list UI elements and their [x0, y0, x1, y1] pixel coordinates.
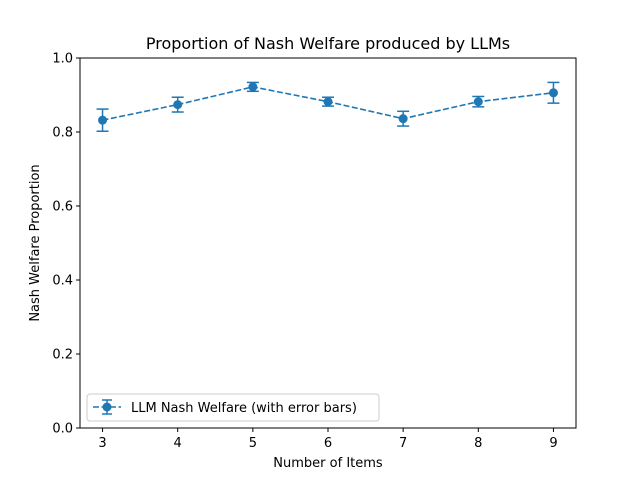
data-point	[98, 115, 108, 125]
plot-frame	[79, 57, 577, 429]
y-tick-label: 0.6	[52, 200, 73, 215]
x-axis-label: Number of Items	[273, 456, 383, 471]
plot-area	[80, 58, 576, 428]
y-tick-label: 0.0	[52, 422, 73, 437]
y-tick-label: 0.2	[52, 348, 73, 363]
data-point	[173, 100, 183, 110]
y-tick-label: 0.8	[52, 126, 73, 141]
data-point	[248, 82, 258, 92]
legend-marker	[93, 399, 121, 415]
legend-label: LLM Nash Welfare (with error bars)	[131, 401, 357, 416]
x-tick-label: 5	[249, 436, 257, 451]
y-axis: 0.0 0.2 0.4 0.6 0.8 1.0	[52, 52, 80, 437]
chart-title: Proportion of Nash Welfare produced by L…	[146, 34, 510, 53]
x-tick-label: 7	[399, 436, 407, 451]
y-axis-label: Nash Welfare Proportion	[28, 164, 43, 321]
legend-point	[102, 402, 112, 412]
y-tick-label: 0.4	[52, 274, 73, 289]
x-tick-label: 8	[474, 436, 482, 451]
legend: LLM Nash Welfare (with error bars)	[86, 393, 380, 422]
x-tick-label: 4	[174, 436, 182, 451]
data-point	[398, 114, 408, 124]
x-axis: 3 4 5 6 7 8 9	[98, 428, 558, 451]
legend-box	[86, 393, 380, 422]
x-tick-label: 9	[549, 436, 557, 451]
data-point	[323, 97, 333, 107]
data-point	[548, 88, 558, 98]
series-layer	[96, 81, 560, 133]
data-point	[473, 97, 483, 107]
x-tick-label: 3	[98, 436, 106, 451]
x-tick-label: 6	[324, 436, 332, 451]
y-tick-label: 1.0	[52, 52, 73, 67]
